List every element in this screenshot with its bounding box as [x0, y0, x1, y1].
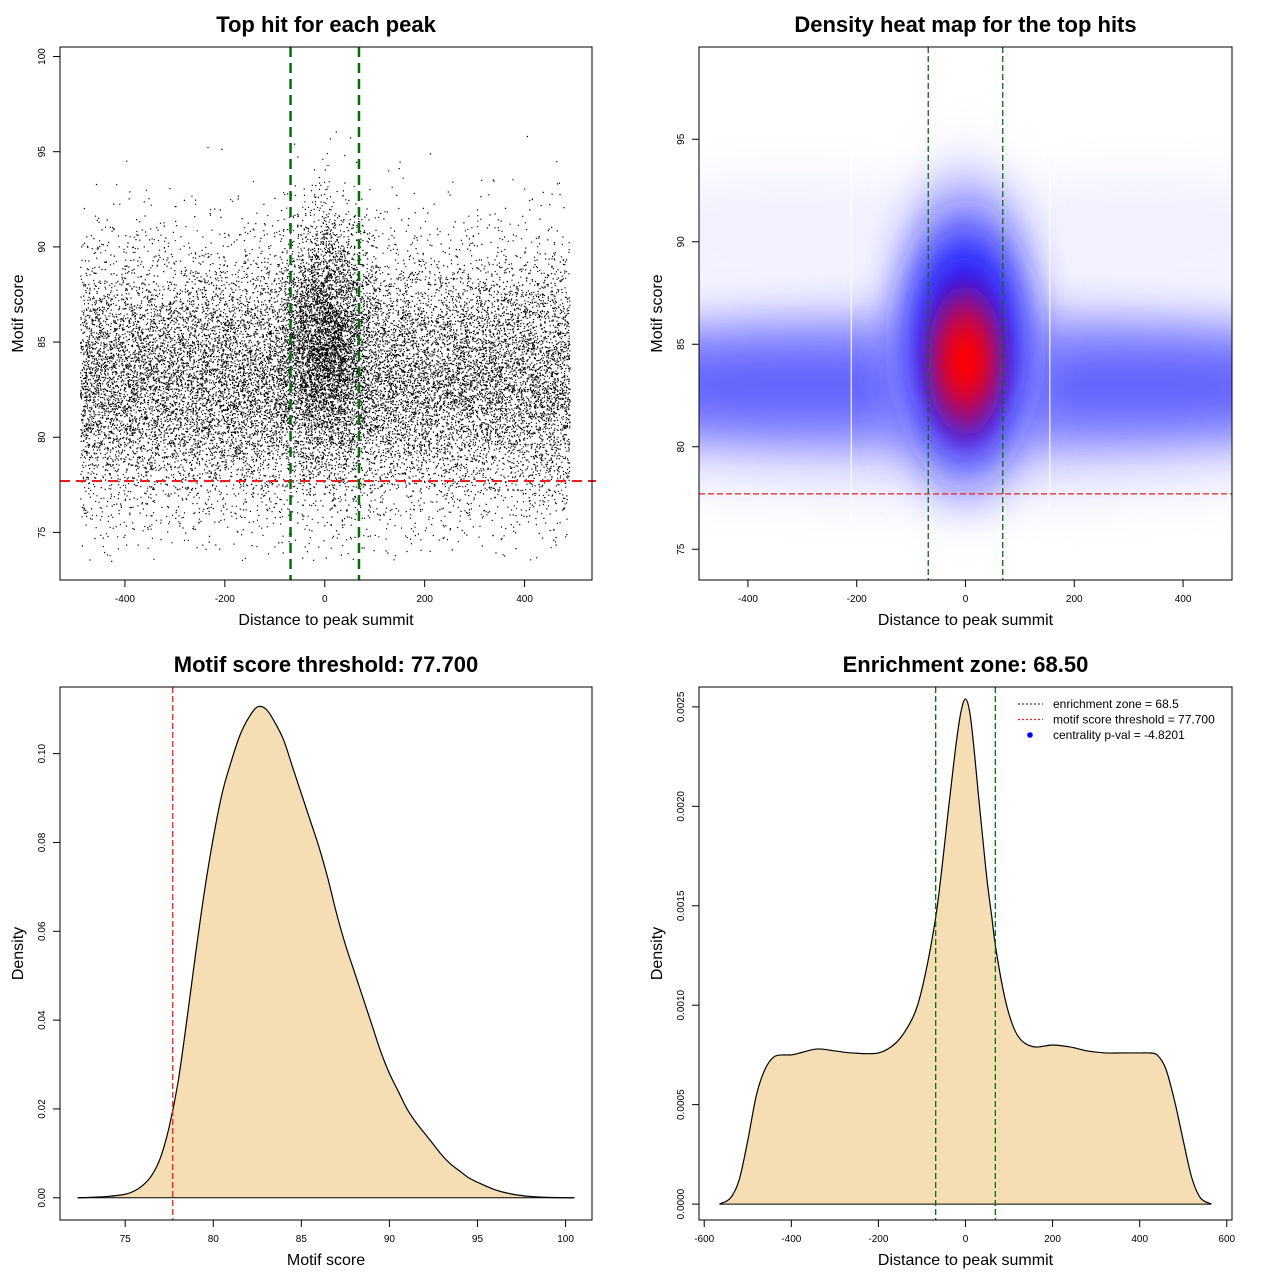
y-tick-label: 0.0000	[676, 1188, 687, 1219]
y-axis-label: Density	[10, 927, 27, 980]
y-axis-label: Motif score	[10, 274, 27, 352]
y-axis-label: Density	[649, 927, 666, 980]
x-tick-label: 200	[1066, 594, 1083, 605]
x-tick-label: 75	[120, 1234, 132, 1245]
y-tick-label: 0.06	[37, 921, 48, 941]
x-tick-label: -400	[781, 1234, 801, 1245]
y-tick-label: 0.00	[37, 1188, 48, 1208]
x-tick-label: -200	[847, 594, 867, 605]
x-tick-label: 90	[384, 1234, 396, 1245]
x-tick-label: -400	[115, 594, 135, 605]
scatter-panel: Top hit for each peak Distance to peak su…	[10, 12, 596, 629]
x-tick-label: 200	[416, 594, 433, 605]
x-tick-label: 0	[963, 594, 969, 605]
chart-title: Density heat map for the top hits	[794, 12, 1136, 37]
x-tick-label: -200	[868, 1234, 888, 1245]
y-axis-label: Motif score	[649, 274, 666, 352]
y-tick-label: 80	[37, 431, 48, 443]
y-tick-label: 100	[37, 48, 48, 65]
y-tick-label: 0.0005	[676, 1089, 687, 1120]
y-tick-label: 0.02	[37, 1099, 48, 1119]
density-peak-red	[941, 318, 990, 403]
x-tick-label: -600	[694, 1234, 714, 1245]
x-axis-label: Motif score	[287, 1252, 365, 1269]
chart-title: Motif score threshold: 77.700	[174, 652, 478, 677]
x-tick-label: 0	[322, 594, 328, 605]
x-tick-label: 600	[1218, 1234, 1235, 1245]
y-tick-label: 90	[37, 241, 48, 253]
density-curve	[77, 705, 575, 1199]
x-axis-label: Distance to peak summit	[238, 612, 414, 629]
motif-score-density-panel: Motif score threshold: 77.700 Motif score…	[10, 652, 593, 1269]
chart-title: Top hit for each peak	[216, 12, 436, 37]
y-tick-label: 80	[676, 441, 687, 453]
x-tick-label: -400	[738, 594, 758, 605]
plot-frame	[59, 46, 593, 581]
y-tick-label: 0.0025	[676, 691, 687, 722]
x-tick-label: 400	[1131, 1234, 1148, 1245]
y-tick-label: 0.0010	[676, 989, 687, 1020]
x-tick-label: 85	[296, 1234, 308, 1245]
y-tick-label: 85	[676, 338, 687, 350]
legend-entry-label: enrichment zone = 68.5	[1053, 697, 1179, 711]
x-tick-label: 95	[472, 1234, 484, 1245]
y-tick-label: 95	[37, 146, 48, 158]
x-tick-label: 200	[1044, 1234, 1061, 1245]
y-tick-label: 0.10	[37, 743, 48, 763]
x-axis-label: Distance to peak summit	[878, 612, 1054, 629]
density-fill	[719, 698, 1212, 1205]
x-tick-label: -200	[215, 594, 235, 605]
legend-entry-label: motif score threshold = 77.700	[1053, 713, 1215, 727]
legend-entry-label: centrality p-val = -4.8201	[1053, 728, 1185, 742]
density-fill	[77, 706, 575, 1198]
x-axis-label: Distance to peak summit	[878, 1252, 1054, 1269]
plot-frame	[59, 686, 593, 1221]
legend-marker-point	[1027, 732, 1033, 738]
y-tick-label: 0.04	[37, 1010, 48, 1030]
y-tick-label: 0.0020	[676, 791, 687, 822]
x-tick-label: 80	[208, 1234, 220, 1245]
y-tick-label: 75	[37, 526, 48, 538]
y-tick-label: 90	[676, 236, 687, 248]
legend: enrichment zone = 68.5 motif score thresh…	[1018, 697, 1215, 742]
x-tick-label: 0	[963, 1234, 969, 1245]
x-tick-label: 400	[1175, 594, 1192, 605]
x-tick-label: 100	[557, 1234, 574, 1245]
x-tick-label: 400	[516, 594, 533, 605]
scatter-points	[80, 131, 571, 562]
density-curve	[719, 698, 1212, 1205]
y-tick-label: 95	[676, 133, 687, 145]
y-tick-label: 75	[676, 543, 687, 555]
distance-density-panel: Enrichment zone: 68.50 Distance to peak s…	[649, 652, 1236, 1269]
heatmap-layer	[699, 47, 1232, 580]
y-tick-label: 0.08	[37, 832, 48, 852]
y-tick-label: 0.0015	[676, 890, 687, 921]
chart-title: Enrichment zone: 68.50	[843, 652, 1089, 677]
y-tick-label: 85	[37, 336, 48, 348]
heatmap-panel: Density heat map for the top hits Distanc…	[649, 12, 1233, 629]
